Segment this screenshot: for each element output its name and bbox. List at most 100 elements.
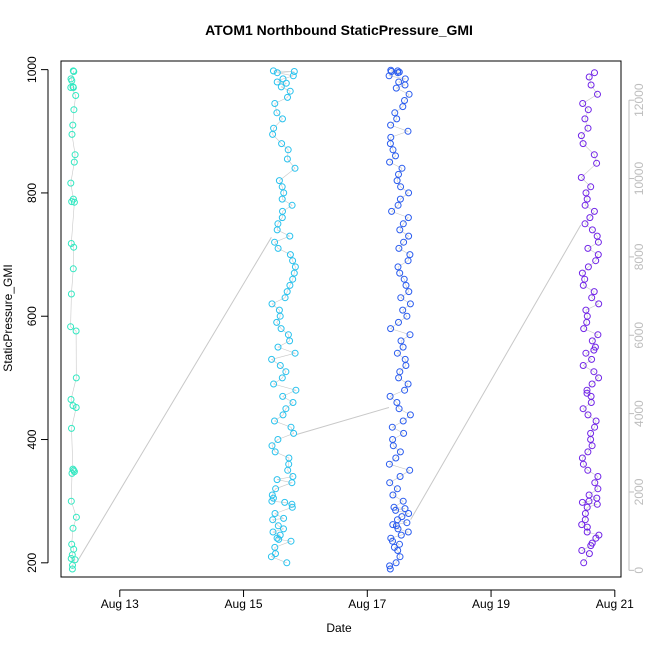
flight-4-point bbox=[593, 159, 601, 167]
flight-2-point bbox=[273, 318, 281, 326]
flight-2-point bbox=[291, 349, 299, 357]
flight-2-point bbox=[269, 516, 277, 524]
flight-3-point bbox=[393, 115, 401, 123]
flight-4-point bbox=[578, 498, 586, 506]
flight-2-point bbox=[279, 75, 287, 83]
flight-2-point bbox=[278, 374, 286, 382]
flight-4-point bbox=[578, 521, 586, 529]
flight-1-point bbox=[69, 84, 77, 91]
flight-4-point bbox=[593, 500, 601, 508]
flight-3-point bbox=[393, 349, 401, 357]
flight-2-point bbox=[275, 535, 283, 543]
flight-3-point bbox=[399, 497, 407, 505]
y-tick-label: 200 bbox=[25, 552, 39, 572]
flight-4-point bbox=[587, 183, 595, 191]
flight-3-point bbox=[389, 146, 397, 154]
flight-1-point bbox=[68, 565, 76, 573]
flight-3-point bbox=[396, 473, 404, 480]
flight-3-point bbox=[406, 466, 414, 474]
secondary-y-tick-label: 10000 bbox=[632, 162, 646, 196]
flight-2-point bbox=[288, 201, 296, 209]
flight-4-point bbox=[594, 251, 602, 259]
flight-1-point bbox=[68, 198, 76, 206]
flight-4-point bbox=[587, 542, 595, 550]
flight-3-point bbox=[391, 109, 399, 117]
flight-4-point bbox=[595, 374, 603, 382]
flight-2-point bbox=[274, 522, 282, 530]
flight-4-point bbox=[594, 473, 602, 480]
flight-2-point bbox=[268, 300, 276, 308]
flight-3-point bbox=[385, 460, 393, 468]
flight-2-point bbox=[290, 429, 298, 437]
flight-4-point bbox=[588, 337, 596, 345]
secondary-y-tick-label: 0 bbox=[632, 567, 646, 574]
plot-frame bbox=[60, 60, 622, 578]
flight-1-point bbox=[69, 265, 77, 273]
flight-2-point bbox=[283, 559, 291, 567]
flight-3-point bbox=[396, 195, 404, 203]
flight-3-point bbox=[393, 399, 401, 406]
flight-1-point bbox=[70, 158, 78, 166]
flight-1-point bbox=[67, 290, 75, 298]
flight-3-point bbox=[396, 226, 404, 234]
flight-3-point bbox=[385, 72, 393, 80]
flight-3-point bbox=[399, 343, 407, 351]
flight-2-point bbox=[279, 115, 286, 123]
flight-3-point bbox=[403, 519, 411, 527]
flight-3-point bbox=[395, 405, 403, 413]
flight-2-point bbox=[276, 312, 284, 320]
flight-3-point bbox=[387, 325, 395, 333]
flight-3-point bbox=[399, 417, 407, 425]
flight-2-point bbox=[278, 140, 286, 148]
flight-3-point bbox=[397, 337, 405, 345]
flight-3-point bbox=[396, 448, 404, 456]
flight-2-point bbox=[288, 479, 296, 487]
flight-2-point bbox=[286, 281, 294, 289]
flight-4-point bbox=[581, 516, 589, 524]
flight-4-point bbox=[594, 238, 602, 246]
flight-4-point bbox=[586, 214, 594, 222]
series-layer bbox=[67, 66, 603, 573]
flight-4-point bbox=[580, 325, 588, 333]
flight-3-point bbox=[392, 84, 400, 92]
flight-4-point bbox=[588, 380, 596, 388]
flight-1-point bbox=[72, 404, 80, 411]
flight-2-point bbox=[272, 485, 280, 493]
flight-2-point bbox=[289, 257, 297, 265]
flight-3-point bbox=[402, 281, 410, 289]
flight-2-point bbox=[280, 189, 288, 197]
flight-4-point bbox=[591, 423, 599, 431]
flight-4-point bbox=[583, 523, 591, 531]
y-axis-label: StaticPressure_GMI bbox=[1, 264, 15, 371]
flight-4-point bbox=[581, 115, 589, 123]
flight-3-point bbox=[386, 565, 394, 573]
flight-3-point bbox=[393, 177, 401, 185]
flight-3-point bbox=[392, 454, 400, 462]
flight-4-point bbox=[585, 73, 593, 81]
x-tick-label: Aug 19 bbox=[472, 597, 510, 611]
flight-4-point bbox=[581, 220, 589, 228]
y-tick-label: 800 bbox=[25, 183, 39, 203]
flight-4-point bbox=[591, 479, 599, 487]
flight-3-point bbox=[394, 69, 402, 77]
flight-2-point bbox=[274, 244, 282, 252]
flight-1-point bbox=[69, 121, 77, 129]
secondary-y-tick-label: 4000 bbox=[632, 400, 646, 427]
flight-4-point bbox=[594, 331, 602, 339]
flight-4-point bbox=[578, 547, 586, 554]
flight-2-point bbox=[268, 442, 276, 450]
flight-2-point bbox=[283, 155, 291, 163]
flight-4-point bbox=[579, 362, 587, 369]
flight-3-point bbox=[386, 479, 394, 487]
flight-2-point bbox=[280, 514, 288, 522]
flight-2-point bbox=[281, 498, 289, 506]
flight-2-point bbox=[271, 417, 278, 425]
flight-3-point bbox=[395, 374, 403, 382]
flight-4-point bbox=[580, 559, 588, 567]
flight-2-point bbox=[277, 325, 285, 333]
flight-4-point bbox=[583, 503, 591, 511]
flight-2-point bbox=[273, 226, 281, 234]
secondary-y-tick-label: 6000 bbox=[632, 322, 646, 349]
chart-title: ATOM1 Northbound StaticPressure_GMI bbox=[205, 22, 473, 38]
